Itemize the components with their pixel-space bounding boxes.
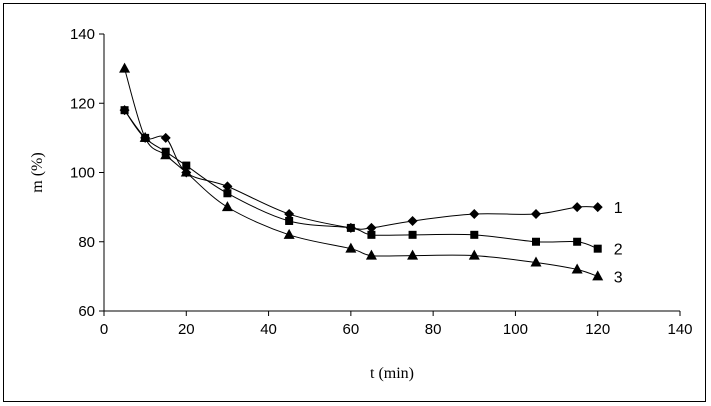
data-point-triangle (139, 131, 151, 142)
data-point-square (408, 230, 417, 239)
x-tick-label: 40 (260, 321, 277, 338)
series-labels: 1 2 3 (614, 200, 623, 286)
data-point-triangle (345, 242, 357, 253)
chart-axes (99, 33, 681, 316)
series-line-1 (124, 109, 598, 230)
data-point-triangle (119, 62, 131, 73)
data-point-triangle (407, 249, 419, 260)
data-point-diamond (592, 202, 603, 213)
tick-labels: 60 80 100 120 140 0 20 40 60 80 100 120 140 (70, 26, 693, 338)
y-tick-label: 80 (78, 234, 95, 251)
series-label-3: 3 (614, 269, 623, 286)
data-point-square (593, 244, 602, 253)
series-label-1: 1 (614, 200, 623, 217)
data-point-triangle (365, 249, 377, 260)
data-point-diamond (160, 132, 171, 143)
data-point-square (182, 161, 191, 170)
x-tick-label: 80 (425, 321, 442, 338)
series-label-2: 2 (614, 242, 623, 259)
series-2 (120, 106, 602, 253)
data-point-diamond (222, 181, 233, 192)
y-axis-label: m (%) (29, 152, 46, 192)
data-point-triangle (468, 249, 480, 260)
x-tick-label: 140 (667, 321, 692, 338)
x-tick-label: 60 (343, 321, 360, 338)
x-axis-label: t (min) (370, 365, 414, 382)
data-point-square (346, 223, 355, 232)
data-point-diamond (366, 222, 377, 233)
data-point-triangle (180, 166, 192, 177)
chart-series (119, 62, 604, 281)
x-tick-label: 20 (178, 321, 195, 338)
data-point-triangle (592, 270, 604, 281)
chart-frame (3, 3, 706, 402)
data-point-diamond (407, 215, 418, 226)
data-point-triangle (571, 263, 583, 274)
data-point-triangle (530, 256, 542, 267)
data-point-square (223, 189, 232, 198)
data-point-triangle (283, 228, 295, 239)
x-tick-label: 0 (100, 321, 108, 338)
x-tick-label: 120 (585, 321, 610, 338)
data-point-square (532, 237, 540, 246)
data-point-square (573, 237, 582, 246)
series-3 (119, 62, 604, 281)
data-point-diamond (531, 209, 541, 220)
y-tick-label: 120 (70, 95, 95, 112)
data-point-triangle (160, 149, 172, 160)
y-tick-label: 60 (78, 303, 95, 320)
data-point-square (367, 230, 376, 239)
y-tick-label: 140 (70, 26, 95, 43)
data-point-triangle (221, 201, 233, 212)
data-point-diamond (572, 202, 583, 213)
data-point-square (470, 230, 479, 239)
y-tick-label: 100 (70, 165, 95, 182)
x-tick-label: 100 (503, 321, 528, 338)
data-point-diamond (469, 209, 480, 220)
data-point-diamond (284, 209, 295, 220)
data-point-square (285, 216, 294, 225)
series-line-2 (124, 109, 598, 250)
data-point-square (120, 106, 129, 115)
